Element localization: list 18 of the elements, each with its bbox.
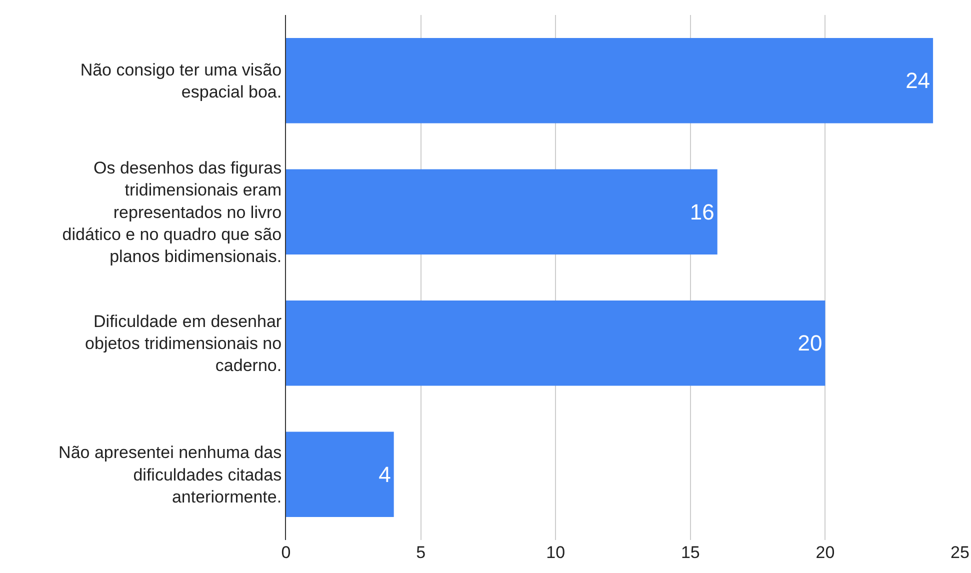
y-tick-label: Dificuldade em desenhar objetos tridimensionais no caderno. bbox=[85, 312, 282, 376]
x-tick-label: 25 bbox=[950, 543, 970, 562]
data-label: 4 bbox=[378, 462, 391, 487]
x-tick-label: 5 bbox=[416, 543, 426, 562]
y-tick-label: Não consigo ter uma visão espacial boa. bbox=[80, 60, 282, 102]
bar bbox=[286, 38, 934, 124]
data-label: 16 bbox=[690, 199, 714, 224]
bar bbox=[286, 169, 718, 255]
x-tick-label: 0 bbox=[281, 543, 291, 562]
bar bbox=[286, 300, 826, 386]
x-tick-label: 20 bbox=[816, 543, 835, 562]
y-tick-label: Não apresentei nenhuma das dificuldades citadas anteriormente. bbox=[58, 443, 282, 506]
data-label: 20 bbox=[798, 330, 822, 356]
x-tick-label: 15 bbox=[680, 543, 700, 562]
bar bbox=[286, 432, 394, 518]
y-tick-label: Os desenhos das figuras tridimensionais eram representados no livro didático e no quadro que são planos bidimensionais. bbox=[62, 158, 282, 266]
data-label: 24 bbox=[906, 68, 930, 94]
x-tick-label: 10 bbox=[546, 543, 566, 562]
